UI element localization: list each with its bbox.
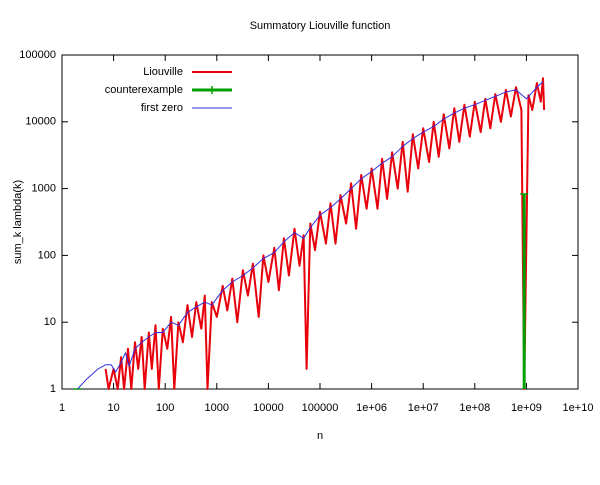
x-tick-label: 10 [107,402,119,414]
chart-title: Summatory Liouville function [250,20,391,32]
y-tick-label: 10 [44,316,56,328]
y-axis-label: sum_k lambda(k) [12,180,24,264]
x-tick-label: 100 [156,402,174,414]
x-tick-label: 1e+09 [511,402,542,414]
legend-label: first zero [141,102,183,114]
x-tick-label: 1e+07 [408,402,439,414]
x-tick-label: 1e+06 [356,402,387,414]
y-tick-label: 100 [38,249,56,261]
series-line [104,77,546,390]
legend-label: counterexample [105,84,183,96]
x-tick-label: 1000 [205,402,229,414]
x-tick-label: 1 [59,402,65,414]
x-tick-label: 1e+10 [563,402,594,414]
y-tick-label: 100000 [19,49,56,61]
x-tick-label: 1e+08 [459,402,490,414]
x-tick-label: 100000 [302,402,339,414]
x-tick-label: 10000 [253,402,284,414]
y-tick-label: 1 [50,383,56,395]
legend-label: Liouville [143,66,183,78]
y-tick-label: 1000 [32,183,56,195]
series-line [77,81,544,390]
x-axis-label: n [317,430,323,442]
y-tick-label: 10000 [25,116,56,128]
